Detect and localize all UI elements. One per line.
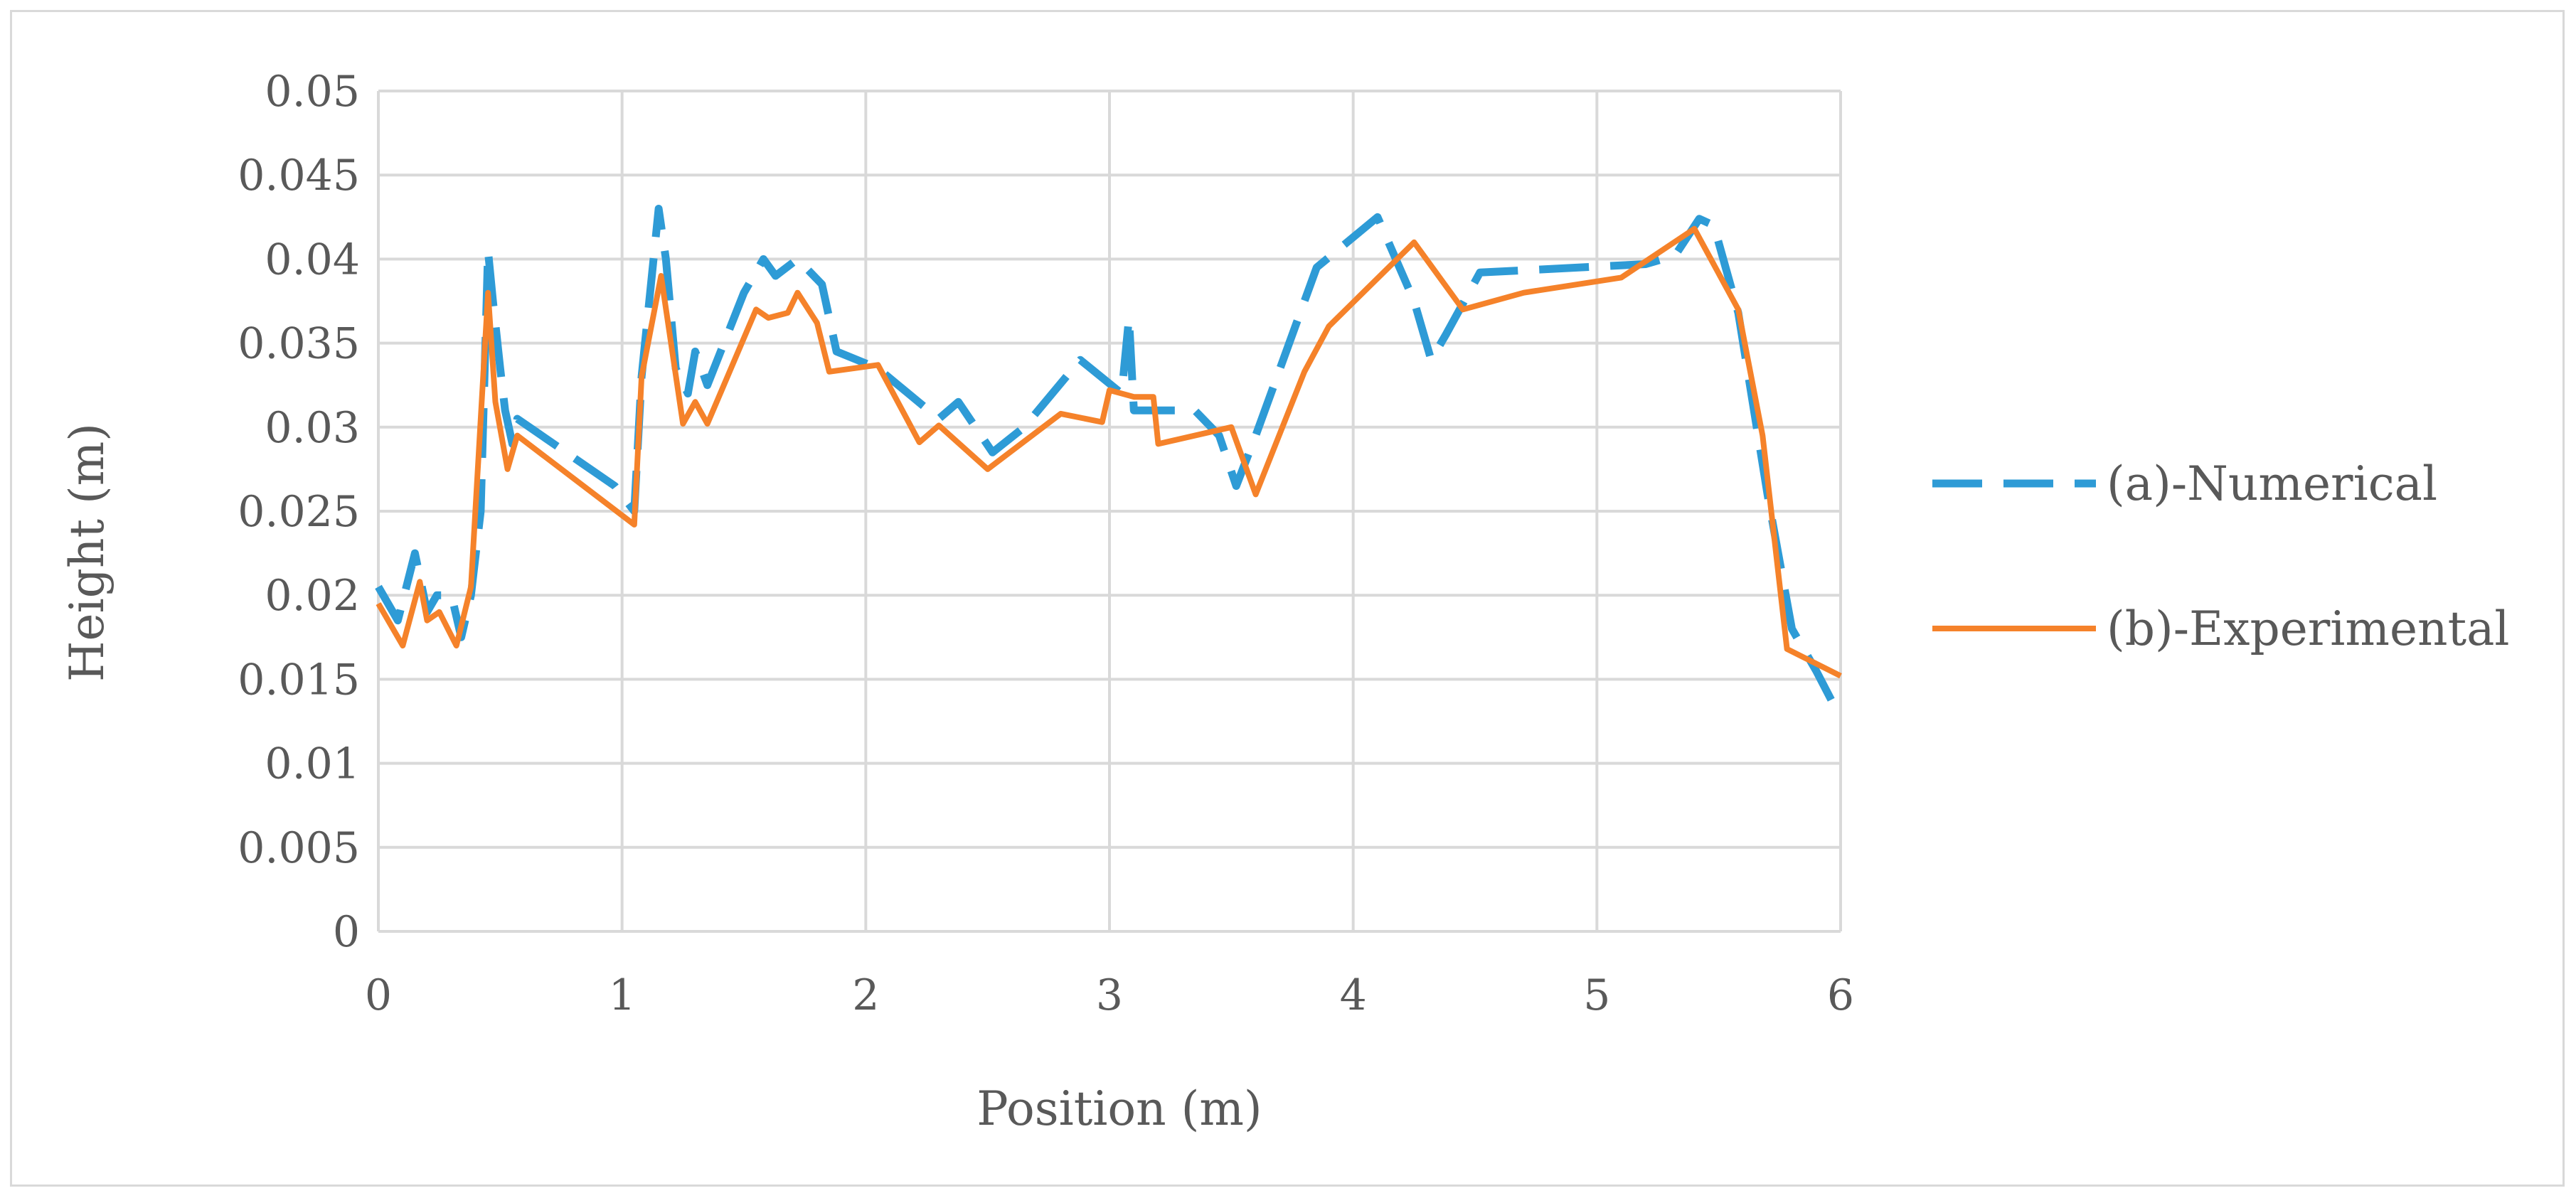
x-tick-label: 1 (609, 970, 636, 1020)
x-tick-label: 3 (1096, 970, 1123, 1020)
line-chart: 0 0.005 0.01 0.015 0.02 0.025 0.03 0.035 0.04 0.0… (60, 67, 2510, 1136)
x-tick-label: 6 (1827, 970, 1854, 1020)
y-tick-label: 0.015 (238, 655, 360, 705)
x-tick-label: 4 (1340, 970, 1367, 1020)
x-tick-label: 0 (365, 970, 392, 1020)
y-tick-label: 0.04 (265, 235, 360, 284)
y-tick-label: 0.03 (265, 403, 360, 453)
chart-frame: 0 0.005 0.01 0.015 0.02 0.025 0.03 0.035 0.04 0.0… (10, 10, 2565, 1187)
y-tick-label: 0.02 (265, 571, 360, 621)
legend-label: (a)-Numerical (2107, 456, 2437, 511)
y-tick-label: 0.05 (265, 67, 360, 117)
series-line-experimental (376, 225, 1842, 679)
y-tick-label: 0.035 (238, 319, 360, 369)
x-tick-label: 5 (1583, 970, 1610, 1020)
y-tick-label: 0 (333, 907, 360, 957)
y-tick-label: 0.045 (238, 151, 360, 200)
y-tick-label: 0.005 (238, 823, 360, 873)
y-axis-title: Height (m) (60, 423, 115, 682)
legend: (a)-Numerical (b)-Experimental (1932, 456, 2510, 656)
y-tick-label: 0.025 (238, 487, 360, 537)
series-line-numerical (375, 205, 1844, 720)
x-axis-title: Position (m) (976, 1081, 1262, 1136)
x-tick-label: 2 (852, 970, 879, 1020)
y-tick-label: 0.01 (265, 739, 360, 789)
legend-label: (b)-Experimental (2107, 601, 2510, 656)
